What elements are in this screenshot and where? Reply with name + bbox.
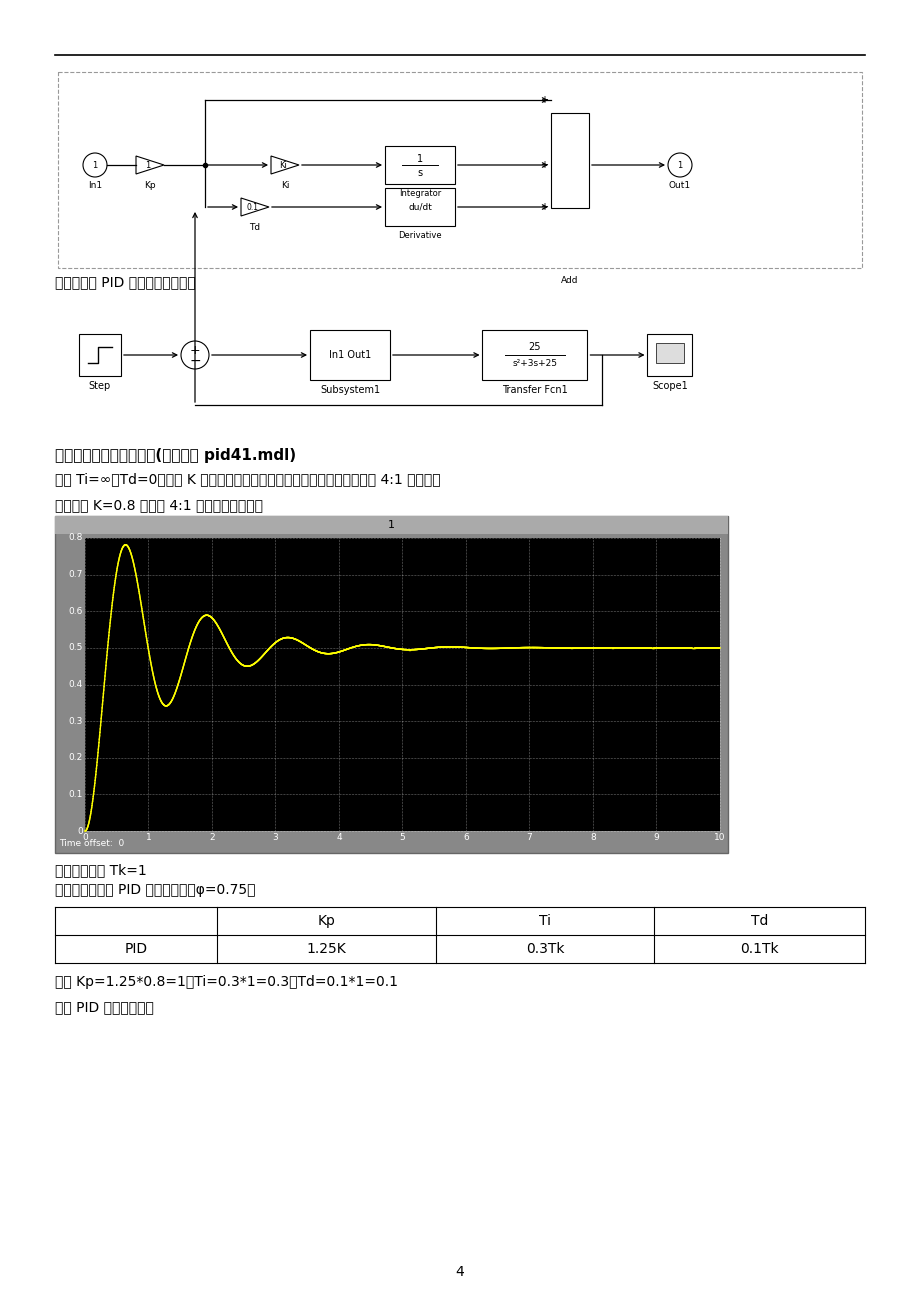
Text: Ti: Ti [539, 914, 550, 928]
Text: Transfer Fcn1: Transfer Fcn1 [502, 385, 567, 395]
Text: s: s [417, 168, 422, 178]
Text: 实验得出 K=0.8 时出现 4:1 示波器显示如下：: 实验得出 K=0.8 时出现 4:1 示波器显示如下： [55, 497, 263, 512]
Bar [550, 112, 588, 207]
Text: 9: 9 [652, 833, 659, 842]
Text: 4: 4 [455, 1266, 464, 1279]
Text: 3: 3 [272, 833, 278, 842]
Text: 0.4: 0.4 [69, 680, 83, 689]
Text: 0: 0 [77, 827, 83, 836]
Text: Ki: Ki [278, 160, 287, 169]
Text: 10: 10 [713, 833, 725, 842]
Text: 0.1Tk: 0.1Tk [740, 943, 778, 956]
Text: 0.6: 0.6 [69, 607, 83, 616]
Text: −: − [189, 354, 200, 368]
Text: Add: Add [561, 276, 578, 285]
Text: Kp: Kp [144, 181, 155, 190]
Text: Step: Step [89, 381, 111, 391]
Text: Derivative: Derivative [398, 230, 441, 240]
Circle shape [83, 154, 107, 177]
Text: Time offset:  0: Time offset: 0 [59, 838, 124, 848]
Text: 先令 Ti=∞，Td=0，调节 K 使单位阶跃响应第一二个峰值与稳定值之差出现 4:1 衰减比。: 先令 Ti=∞，Td=0，调节 K 使单位阶跃响应第一二个峰值与稳定值之差出现 … [55, 473, 440, 486]
Text: In1: In1 [88, 181, 102, 190]
Text: PID: PID [124, 943, 147, 956]
Text: du/dt: du/dt [408, 203, 431, 211]
Text: 设置 PID 参数如下图：: 设置 PID 参数如下图： [55, 1000, 153, 1014]
Bar [55, 516, 727, 853]
Circle shape [667, 154, 691, 177]
Text: Td: Td [249, 223, 260, 232]
Text: 读出震荡周期 Tk=1: 读出震荡周期 Tk=1 [55, 863, 147, 878]
Text: 6: 6 [462, 833, 469, 842]
Text: 0.5: 0.5 [69, 643, 83, 652]
Text: 0: 0 [82, 833, 88, 842]
Text: Out1: Out1 [668, 181, 690, 190]
Text: +: + [539, 95, 548, 105]
Text: Scope1: Scope1 [652, 381, 687, 391]
Text: 8: 8 [589, 833, 596, 842]
Text: 0.1: 0.1 [69, 790, 83, 799]
Bar [384, 146, 455, 184]
Text: 0.7: 0.7 [69, 570, 83, 579]
Text: +: + [539, 160, 548, 171]
Text: Td: Td [750, 914, 767, 928]
Bar [85, 538, 720, 831]
Text: 得出 Kp=1.25*0.8=1；Ti=0.3*1=0.3；Td=0.1*1=0.1: 得出 Kp=1.25*0.8=1；Ti=0.3*1=0.3；Td=0.1*1=0… [55, 975, 398, 990]
Text: Subsystem1: Subsystem1 [320, 385, 380, 395]
Text: +: + [189, 345, 200, 358]
Text: s²+3s+25: s²+3s+25 [512, 359, 557, 368]
Text: 1: 1 [145, 160, 151, 169]
Text: Ki: Ki [280, 181, 289, 190]
Text: 1: 1 [388, 519, 394, 530]
Text: +: + [539, 202, 548, 212]
Text: 7: 7 [526, 833, 532, 842]
Text: 2: 2 [209, 833, 214, 842]
Text: 根据衰减震荡法 PID 参数整定表（φ=0.75）: 根据衰减震荡法 PID 参数整定表（φ=0.75） [55, 883, 255, 897]
Text: 1: 1 [145, 833, 152, 842]
Text: 1.25K: 1.25K [306, 943, 346, 956]
Text: 运用衰减曲线法整定参数(详见文件 pid41.mdl): 运用衰减曲线法整定参数(详见文件 pid41.mdl) [55, 448, 296, 464]
Text: In1 Out1: In1 Out1 [328, 350, 370, 359]
Text: 0.8: 0.8 [69, 534, 83, 543]
Text: 5: 5 [399, 833, 405, 842]
Bar [58, 72, 861, 268]
Bar [310, 329, 390, 380]
Text: 0.2: 0.2 [69, 754, 83, 762]
Bar [655, 342, 683, 363]
Bar [55, 516, 727, 534]
Text: Integrator: Integrator [399, 189, 440, 198]
Circle shape [181, 341, 209, 368]
Text: Kp: Kp [317, 914, 335, 928]
Bar [647, 335, 692, 376]
Text: 1: 1 [92, 160, 97, 169]
Text: 1: 1 [416, 154, 423, 164]
Text: 封装然后把 PID 控制器加入如图：: 封装然后把 PID 控制器加入如图： [55, 275, 196, 289]
Bar [482, 329, 587, 380]
Text: 0.3: 0.3 [69, 716, 83, 725]
Text: 4: 4 [335, 833, 342, 842]
Text: 1: 1 [676, 160, 682, 169]
Text: 25: 25 [528, 342, 540, 352]
Bar [79, 335, 121, 376]
Bar [384, 187, 455, 227]
Text: 0.1: 0.1 [246, 203, 259, 211]
Text: 0.3Tk: 0.3Tk [526, 943, 563, 956]
